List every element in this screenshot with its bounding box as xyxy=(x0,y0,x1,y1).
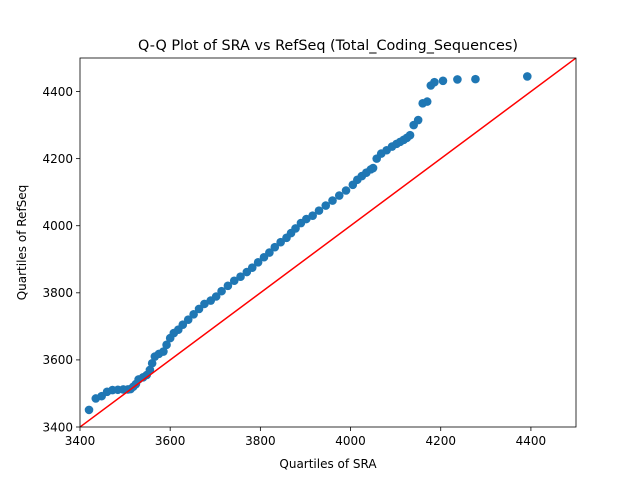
data-point xyxy=(302,214,311,224)
reference-line xyxy=(80,58,576,427)
x-tick-label: 3600 xyxy=(155,434,186,448)
y-tick-label: 3600 xyxy=(42,353,73,367)
data-point xyxy=(308,211,317,220)
data-point xyxy=(211,292,221,301)
data-point xyxy=(328,196,337,205)
x-tick-label: 4400 xyxy=(516,434,547,448)
x-axis-label: Quartiles of SRA xyxy=(279,457,377,471)
y-tick-label: 4400 xyxy=(42,85,73,99)
data-point xyxy=(159,347,168,356)
data-point xyxy=(422,97,432,106)
data-point xyxy=(194,304,204,314)
data-point xyxy=(265,248,274,257)
data-point xyxy=(229,276,239,286)
data-point xyxy=(270,242,280,252)
data-point xyxy=(334,191,344,200)
data-point xyxy=(523,72,532,81)
data-point xyxy=(223,281,233,291)
data-point xyxy=(162,340,171,350)
data-point xyxy=(178,320,188,329)
data-point xyxy=(405,130,415,140)
x-tick-label: 4000 xyxy=(335,434,366,448)
data-point xyxy=(453,75,462,84)
y-axis-label: Quartiles of RefSeq xyxy=(15,185,29,301)
plot-frame xyxy=(79,57,577,428)
data-point xyxy=(341,186,351,195)
data-point xyxy=(314,206,324,215)
data-point xyxy=(183,315,193,324)
reference-line-group xyxy=(80,58,576,427)
data-point xyxy=(147,358,157,368)
data-point xyxy=(471,74,480,84)
data-point xyxy=(430,77,439,87)
x-tick-label: 4200 xyxy=(425,434,456,448)
data-point xyxy=(189,309,198,319)
x-axis-ticks: 3400 3600 3800 4000 4200 4400 xyxy=(65,427,546,448)
data-point xyxy=(247,263,257,272)
data-point xyxy=(217,286,226,296)
data-points xyxy=(84,72,532,415)
x-tick-label: 3400 xyxy=(65,434,96,448)
y-axis-ticks: 3400 3600 3800 4000 4200 4400 xyxy=(42,85,80,434)
data-point xyxy=(291,224,300,233)
data-point xyxy=(145,365,155,375)
y-tick-label: 4000 xyxy=(42,219,73,233)
y-tick-label: 3800 xyxy=(42,286,73,300)
data-point xyxy=(84,405,94,415)
data-point xyxy=(368,163,378,173)
data-point xyxy=(321,201,331,210)
data-point xyxy=(276,237,285,247)
data-point xyxy=(236,272,245,282)
x-tick-label: 3800 xyxy=(245,434,276,448)
data-point xyxy=(413,115,423,125)
data-point xyxy=(200,299,209,309)
data-point xyxy=(253,257,263,267)
chart-title: Q-Q Plot of SRA vs RefSeq (Total_Coding_… xyxy=(138,38,518,54)
data-point xyxy=(438,76,448,86)
y-tick-label: 3400 xyxy=(42,420,73,434)
y-tick-label: 4200 xyxy=(42,152,73,166)
